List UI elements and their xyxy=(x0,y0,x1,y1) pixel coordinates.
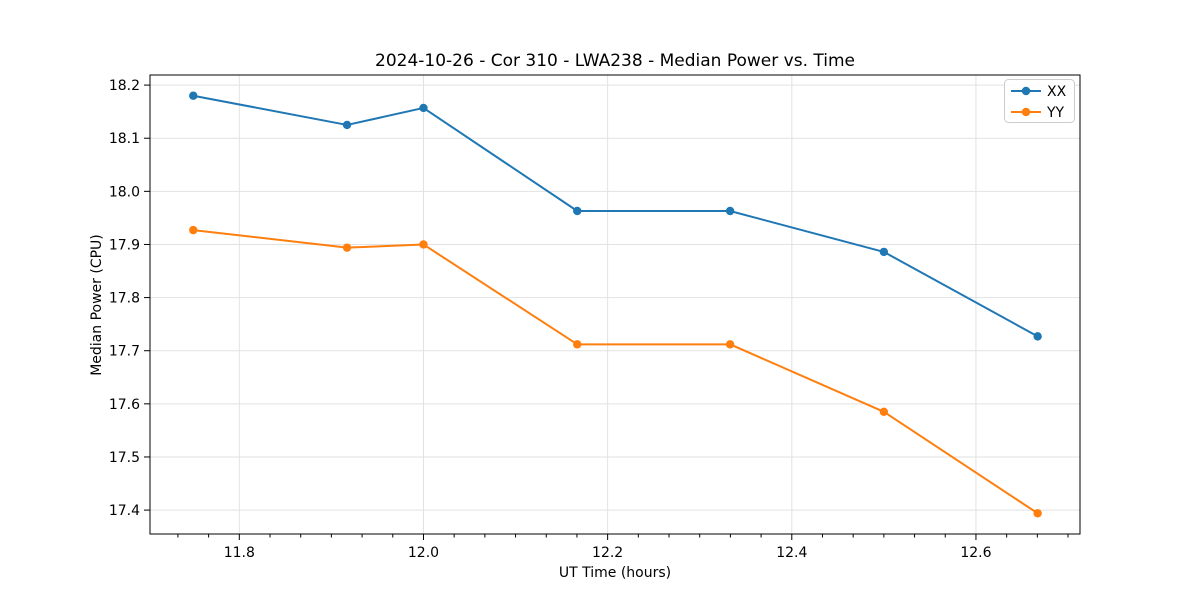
data-point-xx xyxy=(573,206,582,216)
series-line-yy xyxy=(193,229,1039,515)
y-axis-label: Median Power (CPU) xyxy=(89,234,105,376)
y-tick-label: 17.5 xyxy=(109,450,140,466)
y-tick-label: 18.1 xyxy=(109,131,140,147)
data-point-xx xyxy=(1033,332,1042,341)
data-point-xx xyxy=(419,103,428,113)
grid-layer xyxy=(150,75,1080,534)
legend-label-yy: YY xyxy=(1046,105,1065,121)
data-point-yy xyxy=(342,243,352,252)
data-point-yy xyxy=(573,340,582,349)
y-tick-label: 17.4 xyxy=(109,503,140,519)
series-line-xx xyxy=(193,94,1039,338)
y-tick-label: 17.9 xyxy=(109,237,140,253)
plot-frame xyxy=(149,74,1081,535)
legend-marker-yy xyxy=(1021,107,1031,117)
tick-layer: 11.8 12.0 12.2 12.4 12.6 17.4 17.5 17.6 17.7 17.8… xyxy=(109,78,1069,561)
data-point-xx xyxy=(189,91,198,100)
y-tick-label: 18.2 xyxy=(109,78,140,94)
x-tick-label: 11.8 xyxy=(224,545,255,561)
data-point-yy xyxy=(879,407,889,417)
data-point-xx xyxy=(342,120,352,130)
x-tick-label: 12.6 xyxy=(960,545,991,561)
data-point-yy xyxy=(419,240,428,249)
y-tick-label: 17.8 xyxy=(109,291,140,307)
legend-entry-xx: XX xyxy=(1011,84,1067,100)
x-tick-label: 12.4 xyxy=(776,545,807,561)
series-layer xyxy=(189,91,1042,518)
data-point-xx xyxy=(879,247,889,257)
x-tick-label: 12.0 xyxy=(408,545,439,561)
y-tick-label: 18.0 xyxy=(109,184,140,200)
data-point-yy xyxy=(1033,509,1042,518)
legend-marker-xx xyxy=(1021,86,1031,96)
y-tick-label: 17.7 xyxy=(109,344,140,360)
legend-label-xx: XX xyxy=(1047,84,1067,100)
data-point-yy xyxy=(725,340,735,349)
data-point-yy xyxy=(189,225,198,235)
x-tick-label: 12.2 xyxy=(592,545,623,561)
chart-title: 2024-10-26 - Cor 310 - LWA238 - Median P… xyxy=(375,51,855,71)
data-point-xx xyxy=(725,206,735,216)
legend-entry-yy: YY xyxy=(1011,105,1065,121)
y-tick-label: 17.6 xyxy=(109,397,140,413)
x-axis-label: UT Time (hours) xyxy=(559,565,671,581)
legend: XX YY xyxy=(1004,79,1075,123)
